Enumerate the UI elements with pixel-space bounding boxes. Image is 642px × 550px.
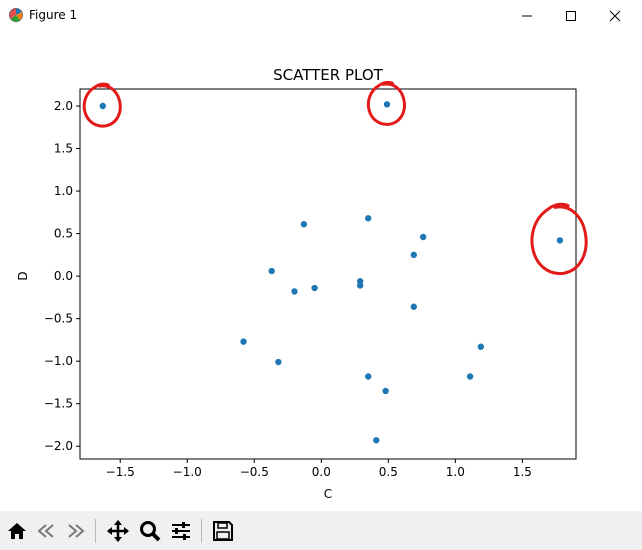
navigation-toolbar [0,511,642,550]
x-tick-label: −1.5 [106,465,135,479]
scatter-point [275,358,282,366]
pan-icon [107,520,129,542]
configure-subplots-button[interactable] [167,517,195,545]
window-titlebar: Figure 1 [0,0,642,31]
pan-button[interactable] [104,517,132,545]
scatter-chart: SCATTER PLOT −1.5 −1.0 −0.5 0.0 0.5 1.0 1.5 2.… [16,66,588,501]
y-tick-label: −1.5 [44,397,73,411]
scatter-point [268,267,275,275]
back-button[interactable] [32,517,60,545]
x-tick-label: 0.5 [379,465,398,479]
save-icon [213,521,233,541]
y-tick-label: 1.5 [54,142,73,156]
y-tick-label: 2.0 [54,99,73,113]
chart-title: SCATTER PLOT [273,66,383,84]
scatter-point [556,237,564,244]
y-tick-label: −2.0 [44,439,73,453]
x-tick-label: 0.0 [312,465,331,479]
toolbar-separator [95,519,96,543]
maximize-button[interactable] [548,0,594,31]
scatter-point [311,284,318,292]
home-button[interactable] [3,517,31,545]
red-circle-annotation [82,82,122,128]
red-circle-annotation [366,80,406,126]
x-tick-label: −1.0 [173,465,202,479]
figure-canvas[interactable]: SCATTER PLOT −1.5 −1.0 −0.5 0.0 0.5 1.0 1.5 2.… [0,31,642,511]
window-title: Figure 1 [29,8,78,22]
scatter-point [300,221,308,228]
scatter-point [373,437,380,444]
scatter-point [240,338,247,345]
scatter-point [466,373,474,380]
scatter-point [410,303,417,310]
close-icon [609,10,621,21]
scatter-point [356,282,364,289]
x-axis-label: C [324,487,332,501]
toolbar-separator [201,519,202,543]
save-button[interactable] [209,517,237,545]
forward-button[interactable] [62,517,90,545]
y-tick-label: 0.0 [54,269,73,283]
scatter-points [99,101,564,444]
y-tick-label: −0.5 [44,312,73,326]
x-tick-label: 1.5 [513,465,532,479]
red-circle-annotations [82,80,588,275]
y-tick-label: 0.5 [54,227,73,241]
forward-icon [68,524,85,538]
y-axis-ticks: 2.0 1.5 1.0 0.5 0.0 −0.5 −1.0 −1.5 −2.0 [44,99,80,453]
x-tick-label: 1.0 [446,465,465,479]
close-button[interactable] [592,0,638,31]
red-circle-annotation [530,202,588,275]
zoom-icon [140,521,161,542]
scatter-point [291,288,298,295]
scatter-point [99,102,106,110]
configure-subplots-icon [172,522,190,540]
back-icon [37,524,54,538]
y-tick-label: −1.0 [44,354,73,368]
y-tick-label: 1.0 [54,184,73,198]
scatter-point [365,215,372,222]
minimize-button[interactable] [504,0,550,31]
y-axis-label: D [16,271,30,280]
scatter-point [383,101,391,108]
x-axis-ticks: −1.5 −1.0 −0.5 0.0 0.5 1.0 1.5 [106,459,532,479]
scatter-point [419,233,427,241]
home-icon [8,523,26,539]
matplotlib-app-icon [9,8,23,22]
zoom-button[interactable] [136,517,164,545]
maximize-icon [566,10,576,21]
minimize-icon [522,15,532,16]
axes-frame [79,88,577,460]
scatter-point [382,387,389,395]
scatter-point [410,251,417,259]
x-tick-label: −0.5 [240,465,269,479]
scatter-point [477,343,485,350]
scatter-point [365,373,372,380]
